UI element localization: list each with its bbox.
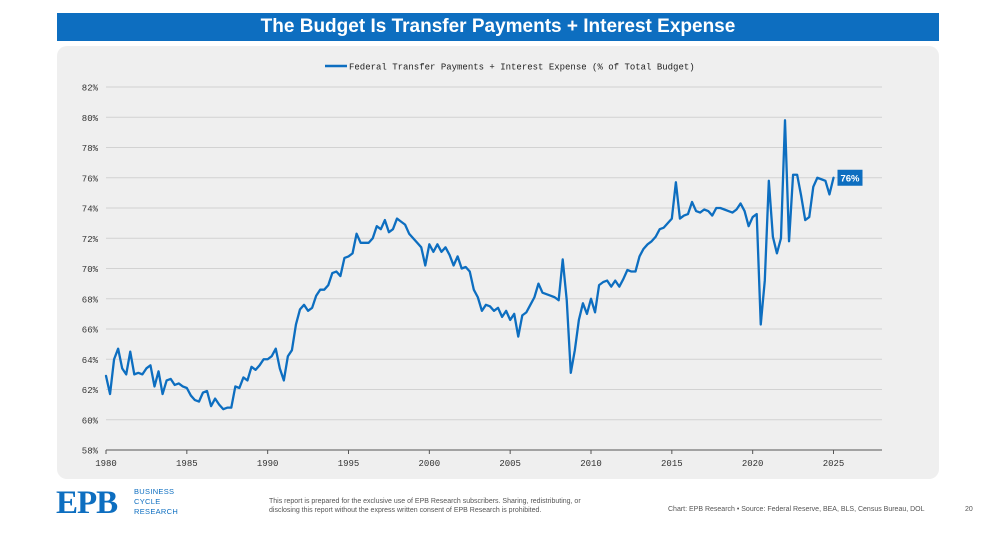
epb-logo: EPB <box>56 485 118 521</box>
x-tick-label: 1995 <box>338 459 360 469</box>
x-tick-label: 2020 <box>742 459 764 469</box>
x-tick-label: 2025 <box>823 459 845 469</box>
x-tick-label: 1980 <box>95 459 117 469</box>
gridlines <box>106 86 882 421</box>
y-tick-label: 62% <box>82 386 99 396</box>
y-tick-label: 74% <box>82 205 99 215</box>
x-tick-label: 2015 <box>661 459 683 469</box>
chart-title-bar: The Budget Is Transfer Payments + Intere… <box>57 13 939 41</box>
logo-sub-line: CYCLE <box>134 497 161 506</box>
x-tick-label: 2000 <box>419 459 441 469</box>
end-label: 76% <box>840 173 860 184</box>
x-tick-label: 2005 <box>499 459 521 469</box>
source-note: Chart: EPB Research • Source: Federal Re… <box>668 506 925 513</box>
disclaimer: This report is prepared for the exclusiv… <box>269 497 614 515</box>
y-tick-label: 64% <box>82 356 99 366</box>
y-tick-label: 58% <box>82 447 99 457</box>
y-tick-label: 72% <box>82 235 99 245</box>
y-tick-label: 78% <box>82 144 99 154</box>
x-tick-label: 1990 <box>257 459 279 469</box>
x-tick-label: 2010 <box>580 459 602 469</box>
legend-label: Federal Transfer Payments + Interest Exp… <box>349 63 695 73</box>
page-number: 20 <box>965 506 973 513</box>
y-tick-label: 70% <box>82 265 99 275</box>
end-label-box <box>837 169 863 186</box>
y-tick-label: 82% <box>82 84 99 94</box>
logo-sub-line: BUSINESS <box>134 487 175 496</box>
legend: Federal Transfer Payments + Interest Exp… <box>325 63 695 73</box>
y-tick-label: 60% <box>82 416 99 426</box>
y-tick-label: 68% <box>82 295 99 305</box>
disclaimer-line: This report is prepared for the exclusiv… <box>269 498 581 505</box>
disclaimer-line: disclosing this report without the expre… <box>269 507 542 514</box>
series-line <box>104 119 835 411</box>
x-tick-label: 1985 <box>176 459 198 469</box>
y-tick-label: 80% <box>82 114 99 124</box>
y-tick-label: 66% <box>82 326 99 336</box>
series-layer <box>104 119 835 411</box>
axes: 58% 60% 62% 64% 66% 68% 70% 72% 74% 76% 78% 80% 82% 1… <box>82 84 882 469</box>
logo-sub-line: RESEARCH <box>134 507 179 516</box>
chart-panel <box>57 46 939 479</box>
end-label-group: 76% <box>837 169 863 186</box>
y-tick-label: 76% <box>82 174 99 184</box>
chart-title: The Budget Is Transfer Payments + Intere… <box>260 16 736 37</box>
epb-logo-subtitle: BUSINESS CYCLE RESEARCH <box>134 487 178 517</box>
